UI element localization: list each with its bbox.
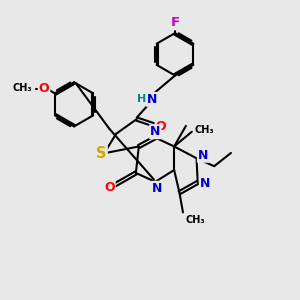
- Text: F: F: [170, 16, 180, 29]
- Text: S: S: [96, 146, 107, 161]
- Text: N: N: [150, 125, 160, 138]
- Text: CH₃: CH₃: [185, 215, 205, 225]
- Text: O: O: [156, 120, 166, 133]
- Text: N: N: [152, 182, 162, 195]
- Text: H: H: [137, 94, 147, 104]
- Text: O: O: [39, 82, 49, 95]
- Text: CH₃: CH₃: [13, 83, 32, 93]
- Text: O: O: [104, 181, 115, 194]
- Text: N: N: [200, 177, 210, 190]
- Text: N: N: [198, 149, 208, 162]
- Text: CH₃: CH₃: [195, 125, 214, 135]
- Text: N: N: [147, 93, 157, 106]
